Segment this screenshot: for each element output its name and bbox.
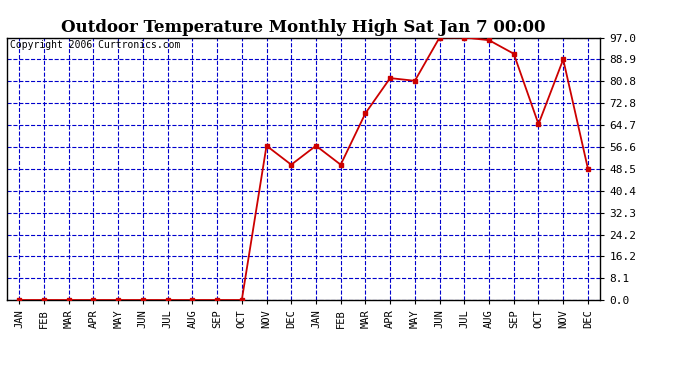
Text: Copyright 2006 Curtronics.com: Copyright 2006 Curtronics.com: [10, 40, 180, 50]
Title: Outdoor Temperature Monthly High Sat Jan 7 00:00: Outdoor Temperature Monthly High Sat Jan…: [61, 19, 546, 36]
